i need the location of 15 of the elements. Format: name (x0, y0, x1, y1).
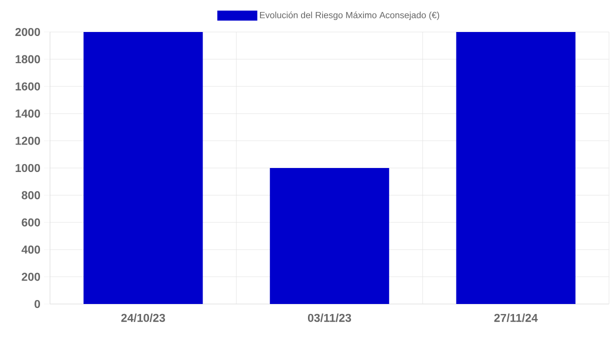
y-tick-label: 1800 (16, 55, 40, 64)
y-tick-label: 800 (22, 191, 40, 200)
y-tick-label: 1000 (16, 164, 40, 172)
y-tick-label: 1400 (16, 110, 40, 118)
y-tick-label: 1200 (16, 136, 40, 145)
x-tick-label: 03/11/23 (308, 314, 352, 322)
legend-label: Evolución del Riesgo Máximo Aconsejado (€) (260, 12, 440, 20)
y-tick-label: 400 (22, 246, 40, 254)
y-tick-label: 2000 (15, 28, 40, 36)
y-tick-label: 0 (34, 300, 40, 308)
x-tick-label: 24/10/23 (121, 314, 166, 322)
y-tick-label: 600 (22, 218, 40, 226)
y-tick-label: 1600 (16, 82, 40, 90)
y-tick-label: 200 (22, 272, 40, 281)
x-tick-label: 27/11/24 (494, 314, 538, 322)
